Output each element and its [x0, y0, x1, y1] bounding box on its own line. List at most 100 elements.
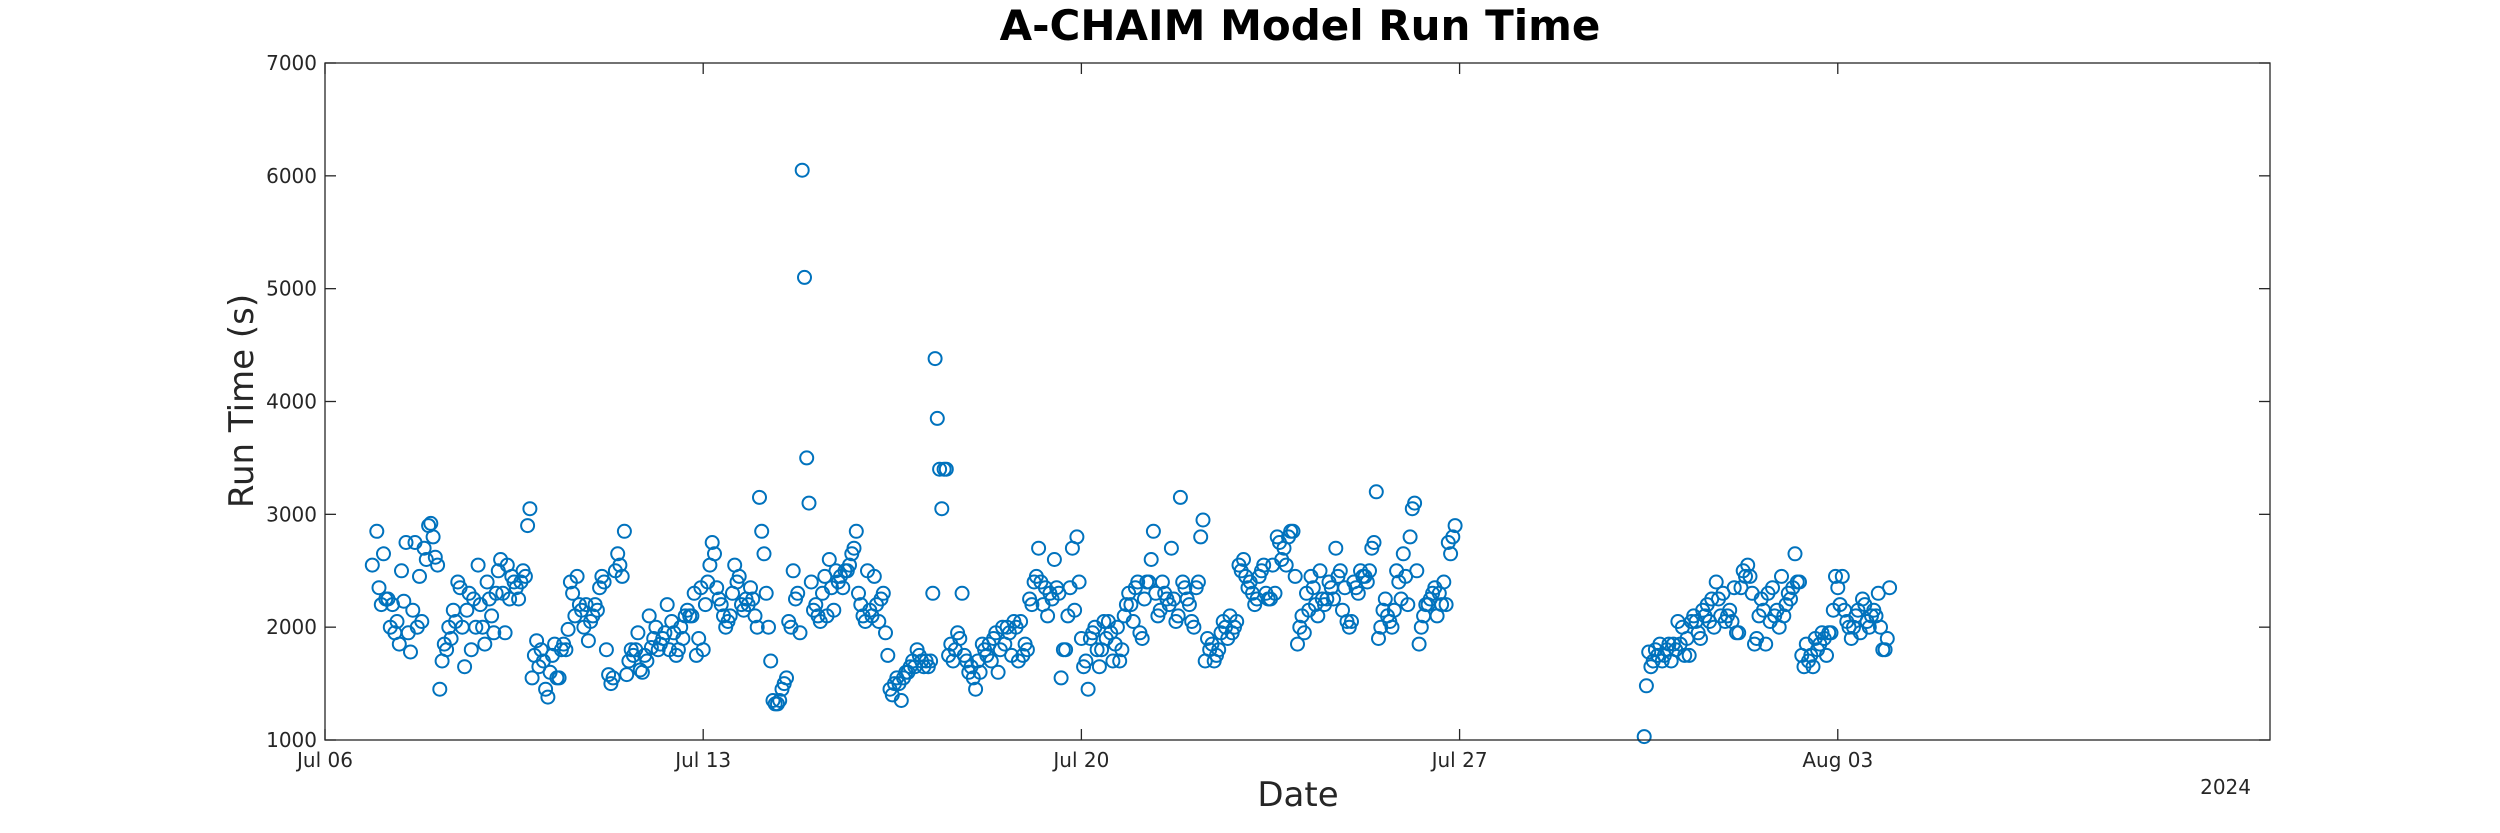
data-point — [893, 693, 909, 708]
data-point — [1823, 625, 1839, 641]
y-tick-label: 5000 — [266, 277, 317, 301]
data-point — [389, 614, 405, 629]
y-tick-label: 4000 — [266, 390, 317, 414]
data-point — [1371, 631, 1386, 646]
data-point — [1641, 644, 1657, 660]
data-point — [1413, 619, 1429, 635]
data-point — [479, 574, 495, 590]
data-point — [747, 608, 763, 624]
x-tick-label: Jul 06 — [295, 748, 353, 772]
data-point — [1445, 529, 1461, 545]
data-point — [376, 546, 391, 562]
data-point — [1287, 568, 1303, 584]
data-point — [538, 681, 554, 697]
data-point — [1078, 653, 1094, 669]
data-point — [794, 162, 810, 178]
plot-area-frame — [324, 62, 2271, 741]
data-point — [1792, 574, 1807, 590]
data-point — [1123, 597, 1139, 613]
data-point — [614, 568, 630, 584]
data-point — [1409, 563, 1425, 579]
data-point — [709, 580, 725, 596]
data-point — [808, 597, 824, 613]
data-point — [1402, 529, 1418, 545]
data-point — [605, 670, 621, 686]
x-tick-label: Jul 13 — [673, 748, 731, 772]
data-point — [459, 602, 475, 618]
data-point — [1089, 642, 1105, 658]
data-point — [801, 495, 817, 511]
data-point — [1312, 563, 1328, 579]
data-point — [1787, 546, 1803, 562]
data-point — [1386, 602, 1402, 618]
data-point — [1114, 642, 1130, 658]
data-point — [1310, 608, 1326, 624]
data-point — [954, 585, 970, 601]
data-point — [427, 549, 443, 565]
data-point — [1693, 631, 1708, 646]
data-point — [432, 681, 448, 697]
data-point — [1278, 557, 1294, 573]
data-point — [756, 546, 772, 562]
data-point — [851, 585, 866, 601]
data-point — [558, 642, 574, 658]
data-point — [364, 557, 380, 573]
data-point — [616, 523, 632, 539]
data-point — [952, 631, 968, 646]
data-point — [394, 563, 409, 579]
data-point — [580, 633, 596, 649]
data-point — [880, 647, 896, 663]
data-point — [511, 591, 527, 607]
data-point — [639, 653, 655, 669]
data-point — [1285, 523, 1301, 539]
data-point — [1172, 489, 1188, 505]
data-point — [797, 269, 812, 285]
data-point — [371, 580, 387, 596]
data-point — [1758, 636, 1774, 652]
data-point — [675, 631, 691, 646]
data-point — [1143, 552, 1159, 567]
data-point — [722, 608, 738, 624]
x-axis: Jul 06 Jul 13 Jul 20 Jul 27 Aug 03 — [295, 63, 1873, 772]
data-point — [1290, 636, 1305, 652]
data-point — [1438, 597, 1454, 613]
data-point — [1105, 653, 1121, 669]
data-point — [551, 670, 567, 686]
data-point — [403, 644, 418, 660]
data-point — [758, 585, 774, 601]
y-axis: 1000 2000 3000 4000 5000 6000 7000 — [266, 51, 2270, 752]
data-point — [610, 546, 626, 562]
data-point — [565, 585, 581, 601]
data-point — [1434, 597, 1450, 613]
data-point — [1118, 597, 1134, 613]
data-point — [1861, 619, 1877, 635]
y-tick-label: 7000 — [266, 51, 317, 75]
data-point — [1819, 647, 1834, 663]
data-point — [643, 640, 659, 655]
data-point — [697, 597, 713, 613]
data-point — [749, 619, 765, 635]
data-point — [398, 535, 414, 550]
data-point — [765, 693, 781, 708]
data-point — [1125, 614, 1141, 629]
data-point — [770, 696, 785, 712]
data-point — [1362, 563, 1377, 579]
data-point — [1067, 602, 1083, 618]
data-point — [430, 557, 446, 573]
data-point — [1636, 729, 1652, 745]
data-point — [1256, 557, 1272, 573]
data-point — [1190, 574, 1206, 590]
data-point — [1013, 614, 1029, 629]
data-point — [596, 574, 612, 590]
data-point — [752, 489, 767, 505]
data-point — [560, 621, 576, 637]
data-point — [1096, 614, 1112, 629]
data-point — [369, 523, 385, 539]
data-point — [1882, 580, 1898, 596]
data-point — [934, 501, 950, 517]
data-point — [925, 585, 941, 601]
data-point — [1109, 619, 1125, 635]
data-point — [1305, 580, 1321, 596]
data-point — [1411, 636, 1427, 652]
data-point — [520, 518, 536, 534]
